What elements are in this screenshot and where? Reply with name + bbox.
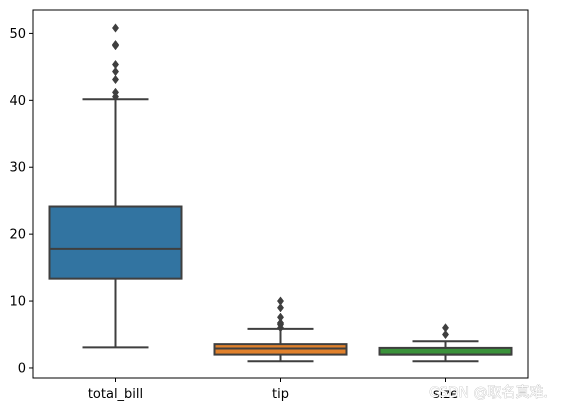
iqr-box-size [378,346,513,356]
outlier-point-tip-4 [276,312,285,322]
outlier-point-tip-5 [276,303,285,313]
x-tick-label-total_bill: total_bill [88,387,143,402]
y-tick-label-50: 50 [9,27,26,42]
outlier-point-total_bill-3 [111,66,120,77]
box-group-total_bill [48,23,183,349]
outlier-point-tip-6 [276,296,285,306]
y-tick-label-0: 0 [18,361,26,376]
y-tick-label-40: 40 [9,94,26,109]
outlier-point-tip-3 [276,318,285,328]
box-group-tip [213,296,348,363]
y-tick-label-30: 30 [9,161,26,176]
iqr-box-total_bill [48,205,183,280]
outlier-point-total_bill-7 [111,39,120,50]
outlier-point-size-1 [441,323,450,333]
outlier-point-total_bill-8 [111,23,120,33]
outlier-point-total_bill-1 [111,87,120,97]
watermark-text: CSDN @取名真难. [429,385,548,401]
y-axis: 0 10 20 30 40 50 [9,27,33,376]
outlier-point-total_bill-2 [111,74,120,85]
outlier-point-total_bill-4 [111,59,120,70]
outlier-point-size-0 [441,329,450,340]
x-axis: total_bill tip size [88,378,458,402]
y-tick-label-10: 10 [9,295,26,310]
y-tick-label-20: 20 [9,228,26,243]
x-tick-label-size: size [433,387,458,402]
x-tick-label-tip: tip [272,387,289,402]
box-group-size [378,323,513,363]
boxes-layer [48,23,513,363]
